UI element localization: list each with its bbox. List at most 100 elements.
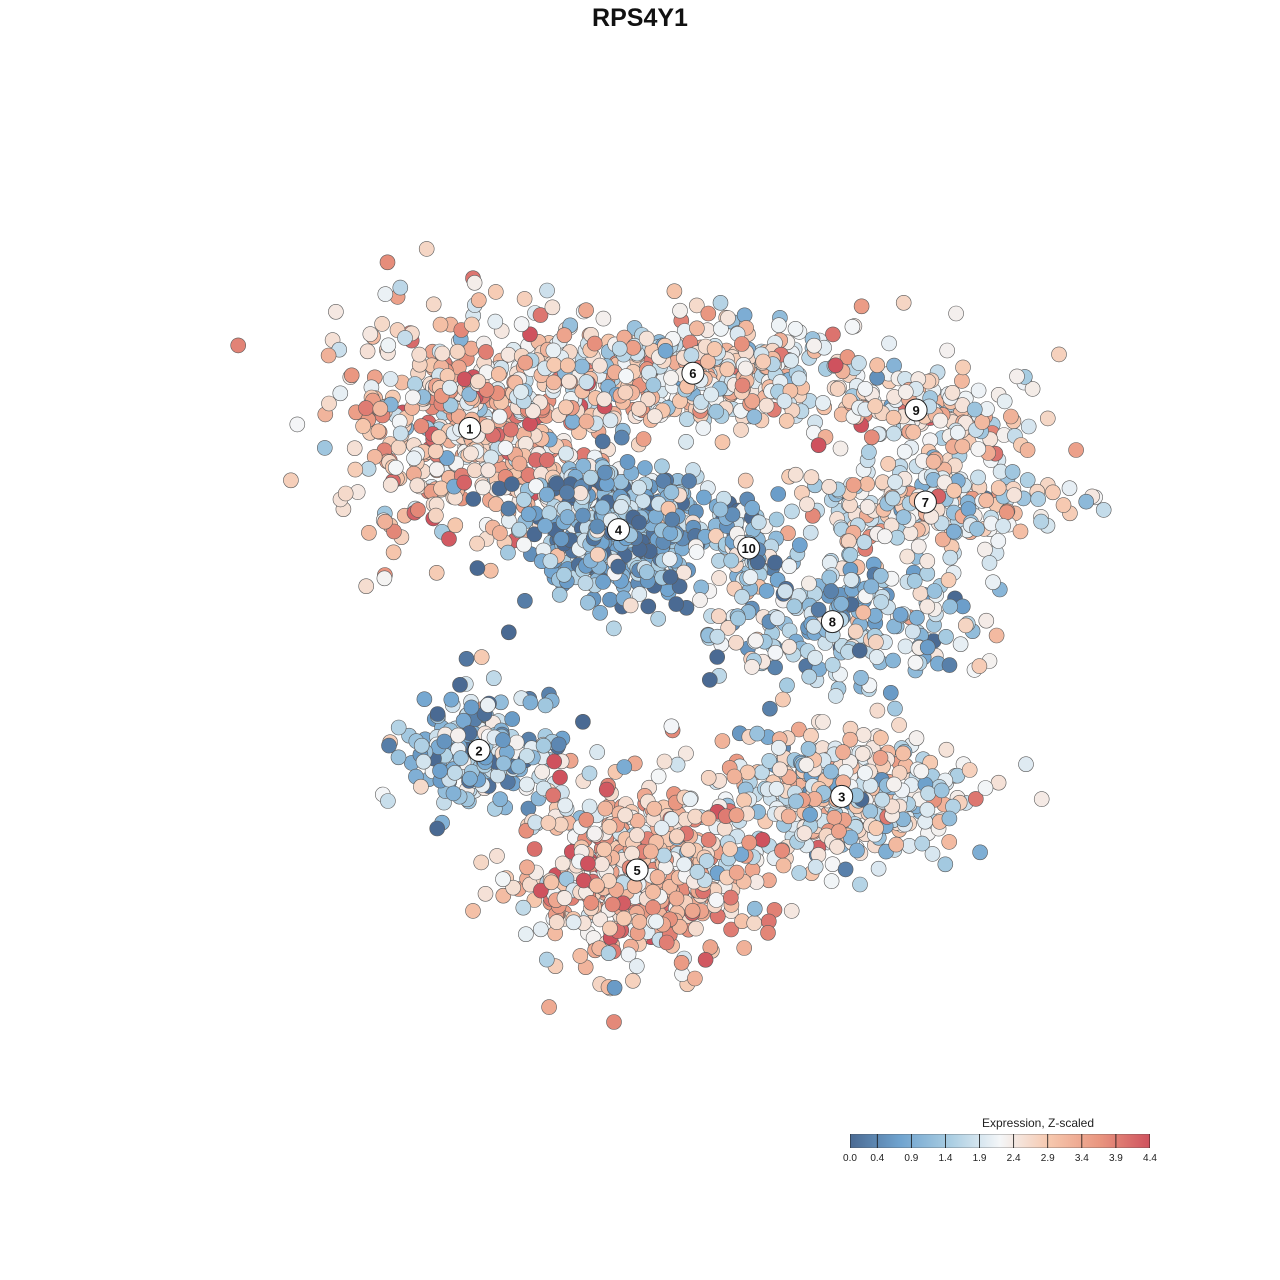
cell-point xyxy=(734,377,751,394)
cell-point xyxy=(650,768,667,785)
cell-point xyxy=(589,518,606,535)
cell-point xyxy=(1019,442,1036,458)
cell-point xyxy=(386,523,402,540)
cell-point xyxy=(772,761,788,778)
cell-point xyxy=(897,638,914,655)
cell-point xyxy=(700,353,716,370)
cluster-label-9: 9 xyxy=(904,398,928,422)
cell-point xyxy=(558,871,575,887)
cell-point xyxy=(787,466,804,483)
cell-point xyxy=(545,374,562,391)
cell-point xyxy=(642,843,659,860)
cell-point xyxy=(801,575,817,592)
cluster-label-badge xyxy=(607,518,630,542)
cell-point xyxy=(990,774,1007,791)
cell-point xyxy=(995,518,1011,534)
cell-point xyxy=(428,564,445,581)
cell-point xyxy=(596,391,613,408)
cell-point xyxy=(497,440,514,456)
cell-point xyxy=(518,926,534,943)
cell-point xyxy=(910,538,927,555)
cell-point xyxy=(972,844,988,861)
cell-point xyxy=(970,469,986,486)
cell-point xyxy=(780,808,797,825)
cell-point xyxy=(946,482,962,499)
cell-point xyxy=(977,780,994,796)
cell-point xyxy=(558,399,574,416)
cell-point xyxy=(663,370,679,386)
cell-point xyxy=(428,461,445,478)
cell-point xyxy=(712,501,729,518)
cell-point xyxy=(513,316,530,333)
cluster-label-badge xyxy=(820,610,844,634)
cell-point xyxy=(823,583,839,599)
cell-point xyxy=(985,574,1001,591)
cell-point xyxy=(500,624,517,641)
cell-point xyxy=(604,896,621,913)
cell-point xyxy=(520,506,537,523)
cell-point xyxy=(1033,791,1050,807)
cell-point xyxy=(688,297,705,314)
cell-point xyxy=(676,564,692,581)
cell-point xyxy=(321,395,337,412)
cell-point xyxy=(913,763,930,780)
cell-point xyxy=(380,793,396,809)
cell-point xyxy=(631,586,648,602)
cell-point xyxy=(823,763,839,780)
cell-point xyxy=(837,861,854,878)
cell-point xyxy=(625,972,641,989)
cell-point xyxy=(744,500,761,516)
cell-point xyxy=(533,882,549,899)
cell-point xyxy=(855,727,872,743)
cell-point xyxy=(882,684,899,701)
cell-point xyxy=(475,479,491,496)
cell-point xyxy=(411,346,428,363)
cell-point xyxy=(616,759,633,775)
cell-point xyxy=(595,574,611,590)
cell-point xyxy=(413,778,429,795)
color-scale-tick-label: 0.0 xyxy=(843,1153,857,1164)
cell-point xyxy=(650,610,667,627)
cell-point xyxy=(799,496,815,513)
cell-point xyxy=(519,748,535,764)
cell-point xyxy=(821,569,838,586)
cell-point xyxy=(857,380,874,397)
cell-point xyxy=(283,472,299,489)
cell-point xyxy=(392,279,409,296)
cell-point xyxy=(463,699,480,716)
cell-point xyxy=(447,764,463,781)
cell-point xyxy=(887,474,903,490)
cell-point xyxy=(688,544,705,560)
cell-point xyxy=(806,337,822,354)
cell-point xyxy=(631,514,647,531)
cell-point xyxy=(511,521,528,538)
cell-point xyxy=(800,741,817,757)
cell-point xyxy=(548,475,565,492)
cell-point xyxy=(646,800,663,817)
cell-point xyxy=(589,744,606,760)
cell-point xyxy=(526,526,543,543)
cell-point xyxy=(908,730,925,747)
cell-point xyxy=(720,310,736,326)
cell-point xyxy=(872,730,889,746)
cell-point xyxy=(592,604,608,621)
cell-point xyxy=(1078,493,1094,510)
cell-point xyxy=(722,841,738,857)
cell-point xyxy=(551,586,568,603)
cell-point xyxy=(920,785,937,802)
cell-point xyxy=(406,450,422,467)
cell-point xyxy=(535,737,552,754)
color-scale-tick-label: 2.9 xyxy=(1040,1153,1055,1164)
cell-point xyxy=(863,429,880,446)
cell-point xyxy=(548,914,565,930)
cell-point xyxy=(511,455,528,472)
cell-point xyxy=(695,420,712,436)
cell-point xyxy=(737,360,754,377)
cell-point xyxy=(689,863,706,880)
cell-point xyxy=(1004,464,1021,480)
cell-point xyxy=(433,480,449,497)
cluster-label-badge xyxy=(913,490,937,514)
cell-point xyxy=(649,869,666,886)
cell-point xyxy=(700,305,717,322)
cell-point xyxy=(515,899,532,916)
